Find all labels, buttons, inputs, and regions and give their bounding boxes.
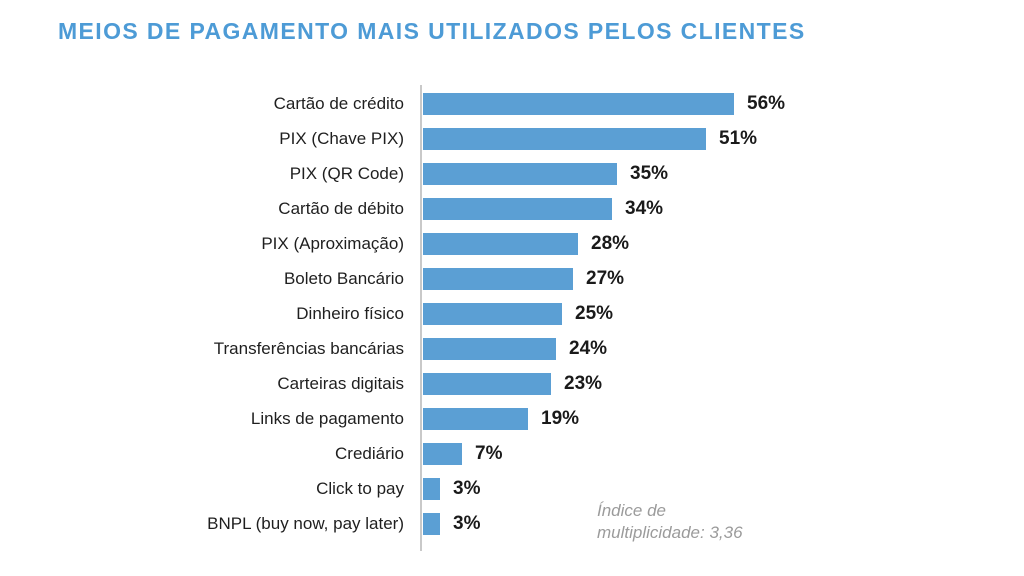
value-label: 34% (625, 197, 664, 219)
multiplicity-note-line1: Índice de (597, 501, 666, 520)
chart-row: PIX (Aproximação) 28% (0, 226, 1024, 261)
value-label: 7% (475, 442, 503, 464)
value-label: 23% (564, 372, 603, 394)
chart-row: Crediário 7% (0, 436, 1024, 471)
bar (423, 407, 528, 430)
category-label: Cartão de débito (278, 198, 404, 218)
y-axis-line (420, 85, 422, 551)
chart-row: BNPL (buy now, pay later) 3% (0, 506, 1024, 541)
chart-row: PIX (QR Code) 35% (0, 156, 1024, 191)
bar (423, 162, 617, 185)
category-label: Carteiras digitais (277, 373, 404, 393)
multiplicity-note-line2: multiplicidade: 3,36 (597, 523, 743, 542)
bar (423, 267, 573, 290)
chart-row: Carteiras digitais 23% (0, 366, 1024, 401)
chart-row: Dinheiro físico 25% (0, 296, 1024, 331)
category-label: Dinheiro físico (296, 303, 404, 323)
chart-row: Cartão de débito 34% (0, 191, 1024, 226)
value-label: 19% (541, 407, 580, 429)
bar (423, 372, 551, 395)
category-label: PIX (Chave PIX) (279, 128, 404, 148)
bar (423, 127, 706, 150)
bar (423, 232, 578, 255)
bar (423, 512, 440, 535)
bar (423, 92, 734, 115)
category-label: Boleto Bancário (283, 268, 404, 288)
value-label: 25% (575, 302, 614, 324)
chart-row: Boleto Bancário 27% (0, 261, 1024, 296)
value-label: 56% (747, 92, 786, 114)
chart-row: Click to pay 3% (0, 471, 1024, 506)
bar (423, 477, 440, 500)
bar (423, 337, 556, 360)
chart-row: Cartão de crédito 56% (0, 86, 1024, 121)
chart-row: Links de pagamento 19% (0, 401, 1024, 436)
chart-row: Transferências bancárias 24% (0, 331, 1024, 366)
category-label: BNPL (buy now, pay later) (207, 513, 404, 533)
category-label: PIX (QR Code) (289, 163, 404, 183)
chart-row: PIX (Chave PIX) 51% (0, 121, 1024, 156)
category-label: Cartão de crédito (273, 93, 404, 113)
value-label: 24% (569, 337, 608, 359)
value-label: 35% (630, 162, 669, 184)
bar (423, 197, 612, 220)
category-label: Transferências bancárias (213, 338, 404, 358)
value-label: 3% (453, 477, 481, 499)
category-label: PIX (Aproximação) (261, 233, 404, 253)
chart-rows: Cartão de crédito 56% PIX (Chave PIX) 51% PI… (0, 86, 1024, 541)
category-label: Crediário (335, 443, 404, 463)
chart-title: MEIOS DE PAGAMENTO MAIS UTILIZADOS PELOS… (58, 18, 806, 44)
value-label: 28% (591, 232, 630, 254)
value-label: 3% (453, 512, 481, 534)
category-label: Click to pay (316, 478, 404, 498)
multiplicity-note: Índice de multiplicidade: 3,36 (597, 500, 743, 544)
category-label: Links de pagamento (250, 408, 404, 428)
bar (423, 442, 462, 465)
value-label: 27% (586, 267, 625, 289)
value-label: 51% (719, 127, 758, 149)
bar (423, 302, 562, 325)
